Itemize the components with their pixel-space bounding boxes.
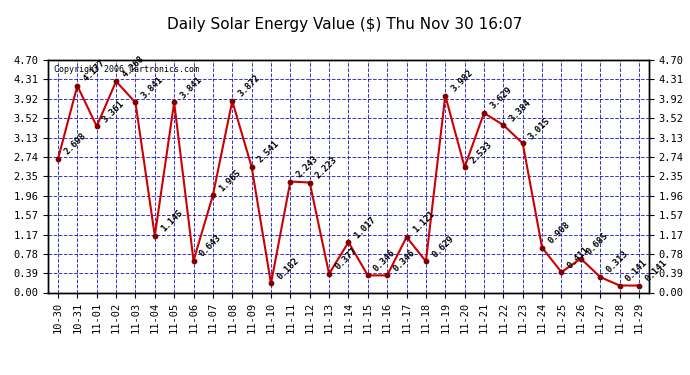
Point <box>266 280 277 286</box>
Text: 3.015: 3.015 <box>527 116 552 141</box>
Point <box>537 244 548 250</box>
Text: 3.982: 3.982 <box>449 68 475 93</box>
Point <box>246 164 257 170</box>
Text: 3.841: 3.841 <box>178 75 204 100</box>
Text: 1.965: 1.965 <box>217 168 242 193</box>
Point <box>633 282 644 288</box>
Point <box>227 98 238 104</box>
Text: 0.346: 0.346 <box>391 248 417 273</box>
Point <box>595 274 606 280</box>
Point <box>130 99 141 105</box>
Text: 0.141: 0.141 <box>643 258 669 284</box>
Text: 0.908: 0.908 <box>546 220 571 245</box>
Point <box>518 140 529 146</box>
Point <box>401 234 412 240</box>
Text: 0.346: 0.346 <box>372 248 397 273</box>
Point <box>362 272 373 278</box>
Point <box>208 192 219 198</box>
Text: 2.541: 2.541 <box>256 139 281 165</box>
Point <box>188 258 199 264</box>
Point <box>440 93 451 99</box>
Point <box>498 122 509 128</box>
Text: 4.177: 4.177 <box>81 58 107 84</box>
Point <box>324 271 335 277</box>
Point <box>168 99 179 105</box>
Text: 2.698: 2.698 <box>62 132 88 157</box>
Point <box>110 78 121 84</box>
Point <box>72 83 83 89</box>
Point <box>52 156 63 162</box>
Text: 0.377: 0.377 <box>333 246 359 272</box>
Point <box>459 164 470 170</box>
Text: 3.361: 3.361 <box>101 99 126 124</box>
Text: 3.841: 3.841 <box>139 75 165 100</box>
Text: 0.629: 0.629 <box>430 234 455 259</box>
Text: 3.872: 3.872 <box>237 74 262 99</box>
Text: 2.533: 2.533 <box>469 140 494 165</box>
Point <box>343 239 354 245</box>
Point <box>575 256 586 262</box>
Point <box>149 233 160 239</box>
Text: 0.643: 0.643 <box>198 233 223 258</box>
Text: 1.121: 1.121 <box>411 210 436 235</box>
Text: Copyright 2006 Cartronics.com: Copyright 2006 Cartronics.com <box>55 64 199 74</box>
Text: 1.145: 1.145 <box>159 209 184 234</box>
Point <box>478 110 489 116</box>
Point <box>614 282 625 288</box>
Point <box>420 258 431 264</box>
Text: 2.223: 2.223 <box>314 155 339 180</box>
Text: 2.243: 2.243 <box>295 154 320 179</box>
Text: 0.141: 0.141 <box>624 258 649 284</box>
Text: 1.017: 1.017 <box>353 214 378 240</box>
Text: 0.685: 0.685 <box>585 231 611 256</box>
Point <box>304 180 315 186</box>
Text: 4.268: 4.268 <box>120 54 146 79</box>
Text: 3.629: 3.629 <box>488 86 513 111</box>
Text: 0.182: 0.182 <box>275 256 301 281</box>
Point <box>91 123 102 129</box>
Text: 0.411: 0.411 <box>566 244 591 270</box>
Point <box>382 272 393 278</box>
Point <box>285 178 296 184</box>
Point <box>556 269 567 275</box>
Text: 3.384: 3.384 <box>508 98 533 123</box>
Text: Daily Solar Energy Value ($) Thu Nov 30 16:07: Daily Solar Energy Value ($) Thu Nov 30 … <box>167 17 523 32</box>
Text: 0.313: 0.313 <box>604 249 630 275</box>
